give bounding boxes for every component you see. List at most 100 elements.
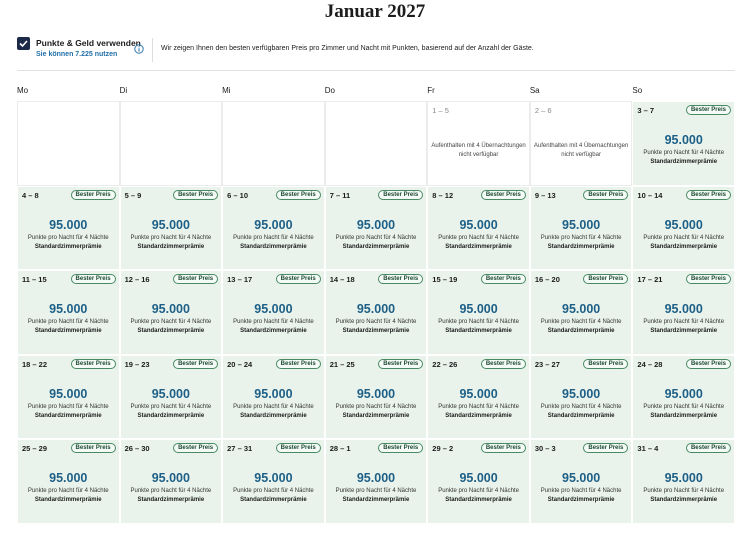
price-unit: Punkte pro Nacht für 4 Nächte xyxy=(335,403,417,410)
day-cell[interactable]: 3 – 7 Bester Preis 95.000 Punkte pro Nacht … xyxy=(632,101,735,186)
day-cell[interactable]: 8 – 12 Bester Preis 95.000 Punkte pro Nacht… xyxy=(427,185,530,270)
day-cell[interactable]: 26 – 30 Bester Preis 95.000 Punkte pro Nach… xyxy=(119,439,223,524)
room-type: Standardzimmerprämie xyxy=(547,243,615,250)
empty-cell xyxy=(324,101,428,186)
date-range: 10 – 14 xyxy=(637,190,663,200)
day-cell[interactable]: 16 – 20 Bester Preis 95.000 Punkte pro Nach… xyxy=(529,270,633,355)
weekday-label: Mi xyxy=(222,86,231,95)
weekday-label: Do xyxy=(324,86,335,95)
date-range: 2 – 6 xyxy=(534,106,552,115)
day-cell[interactable]: 31 – 4 Bester Preis 95.000 Punkte pro Nacht… xyxy=(632,439,735,524)
day-cell[interactable]: 15 – 19 Bester Preis 95.000 Punkte pro Nach… xyxy=(427,270,530,355)
room-type: Standardzimmerprämie xyxy=(34,412,102,419)
empty-cell xyxy=(17,101,120,186)
weekday-label: So xyxy=(632,86,643,95)
day-cell[interactable]: 13 – 17 Bester Preis 95.000 Punkte pro Nach… xyxy=(222,270,325,355)
room-type: Standardzimmerprämie xyxy=(650,412,718,419)
points-price: 95.000 xyxy=(49,302,88,316)
day-cell[interactable]: 25 – 29 Bester Preis 95.000 Punkte pro Nach… xyxy=(17,439,120,524)
day-cell[interactable]: 20 – 24 Bester Preis 95.000 Punkte pro Nach… xyxy=(222,354,325,439)
best-price-badge: Bester Preis xyxy=(685,443,731,453)
room-type: Standardzimmerprämie xyxy=(445,412,512,419)
day-cell[interactable]: 27 – 31 Bester Preis 95.000 Punkte pro Nach… xyxy=(222,439,325,524)
price-unit: Punkte pro Nacht für 4 Nächte xyxy=(438,403,519,410)
day-cell[interactable]: 28 – 1 Bester Preis 95.000 Punkte pro Nacht… xyxy=(324,439,428,524)
day-cell[interactable]: 30 – 3 Bester Preis 95.000 Punkte pro Nacht… xyxy=(529,439,633,524)
date-range: 14 – 18 xyxy=(329,275,355,284)
date-range: 7 – 11 xyxy=(329,190,351,200)
best-price-badge: Bester Preis xyxy=(70,274,116,284)
room-type: Standardzimmerprämie xyxy=(240,497,307,503)
month-title: Januar 2027 xyxy=(324,1,426,22)
price-unit: Punkte pro Nacht für 4 Nächte xyxy=(27,488,109,494)
day-cell[interactable]: 23 – 27 Bester Preis 95.000 Punkte pro Nach… xyxy=(529,354,633,439)
points-price: 95.000 xyxy=(254,386,293,401)
day-cell[interactable]: 9 – 13 Bester Preis 95.000 Punkte pro Nacht… xyxy=(529,185,633,270)
day-cell[interactable]: 6 – 10 Bester Preis 95.000 Punkte pro Nacht… xyxy=(222,185,325,270)
date-range: 24 – 28 xyxy=(637,359,663,369)
points-price: 95.000 xyxy=(562,302,601,316)
day-cell[interactable]: 19 – 23 Bester Preis 95.000 Punkte pro Nach… xyxy=(119,354,223,439)
date-range: 25 – 29 xyxy=(22,444,48,453)
day-cell[interactable]: 12 – 16 Bester Preis 95.000 Punkte pro Nach… xyxy=(119,270,223,355)
checkbox[interactable] xyxy=(17,37,30,50)
day-cell[interactable]: 22 – 26 Bester Preis 95.000 Punkte pro Nach… xyxy=(427,354,530,439)
room-type: Standardzimmerprämie xyxy=(137,497,205,503)
points-price: 95.000 xyxy=(664,133,703,147)
day-cell[interactable]: 24 – 28 Bester Preis 95.000 Punkte pro Nach… xyxy=(632,354,735,439)
best-price-badge: Bester Preis xyxy=(173,358,219,369)
price-unit: Punkte pro Nacht für 4 Nächte xyxy=(643,150,725,156)
room-type: Standardzimmerprämie xyxy=(137,328,205,334)
best-price-badge: Bester Preis xyxy=(378,358,424,369)
date-range: 4 – 8 xyxy=(22,190,39,200)
room-type: Standardzimmerprämie xyxy=(342,412,410,419)
price-unit: Punkte pro Nacht für 4 Nächte xyxy=(335,488,417,494)
date-range: 8 – 12 xyxy=(432,190,454,200)
best-price-badge: Bester Preis xyxy=(70,358,116,369)
divider xyxy=(17,70,735,71)
weekday-label: Fr xyxy=(427,86,435,95)
day-cell[interactable]: 21 – 25 Bester Preis 95.000 Punkte pro Nach… xyxy=(324,354,428,439)
room-type: Standardzimmerprämie xyxy=(650,159,718,165)
points-price: 95.000 xyxy=(664,471,703,485)
room-type: Standardzimmerprämie xyxy=(342,497,410,503)
date-range: 22 – 26 xyxy=(432,359,458,369)
day-cell[interactable]: 17 – 21 Bester Preis 95.000 Punkte pro Nach… xyxy=(632,270,735,355)
empty-cell xyxy=(119,101,223,186)
toggle-label[interactable]: Punkte & Geld verwenden xyxy=(36,38,141,48)
date-range: 1 – 5 xyxy=(432,106,449,115)
room-type: Standardzimmerprämie xyxy=(240,412,307,419)
date-range: 5 – 9 xyxy=(124,190,142,200)
best-price-badge: Bester Preis xyxy=(685,189,731,200)
points-price: 95.000 xyxy=(356,386,396,401)
price-unit: Punkte pro Nacht für 4 Nächte xyxy=(438,488,519,494)
day-cell[interactable]: 11 – 15 Bester Preis 95.000 Punkte pro Nach… xyxy=(17,270,120,355)
date-range: 23 – 27 xyxy=(534,359,560,369)
best-price-badge: Bester Preis xyxy=(275,358,321,369)
points-price: 95.000 xyxy=(664,217,703,232)
room-type: Standardzimmerprämie xyxy=(650,328,718,334)
day-cell[interactable]: 5 – 9 Bester Preis 95.000 Punkte pro Nacht … xyxy=(119,185,223,270)
day-cell[interactable]: 29 – 2 Bester Preis 95.000 Punkte pro Nacht… xyxy=(427,439,530,524)
price-unit: Punkte pro Nacht für 4 Nächte xyxy=(540,488,622,494)
day-cell[interactable]: 7 – 11 Bester Preis 95.000 Punkte pro Nacht… xyxy=(324,185,428,270)
day-cell[interactable]: 4 – 8 Bester Preis 95.000 Punkte pro Nacht … xyxy=(17,185,120,270)
best-price-badge: Bester Preis xyxy=(685,274,731,284)
unavailable-note: Aufenthalten mit 4 Übernachtungen nicht … xyxy=(533,143,629,158)
day-cell[interactable]: 14 – 18 Bester Preis 95.000 Punkte pro Nach… xyxy=(324,270,428,355)
day-cell[interactable]: 18 – 22 Bester Preis 95.000 Punkte pro Nach… xyxy=(17,354,120,439)
day-cell[interactable]: 10 – 14 Bester Preis 95.000 Punkte pro Nach… xyxy=(632,185,735,270)
points-price: 95.000 xyxy=(49,217,88,232)
date-range: 27 – 31 xyxy=(227,444,253,453)
price-unit: Punkte pro Nacht für 4 Nächte xyxy=(540,234,622,241)
date-range: 19 – 23 xyxy=(124,359,150,369)
points-price: 95.000 xyxy=(459,471,498,485)
price-unit: Punkte pro Nacht für 4 Nächte xyxy=(233,234,314,241)
best-price-badge: Bester Preis xyxy=(173,274,219,284)
best-price-badge: Bester Preis xyxy=(583,189,629,200)
room-type: Standardzimmerprämie xyxy=(547,328,615,334)
points-price: 95.000 xyxy=(562,386,601,401)
room-type: Standardzimmerprämie xyxy=(342,243,410,250)
info-icon[interactable] xyxy=(134,44,144,54)
